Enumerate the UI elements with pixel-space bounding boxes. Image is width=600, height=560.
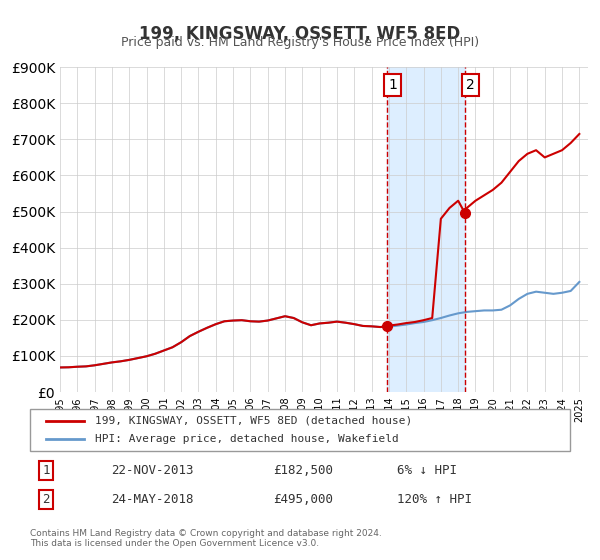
Text: 2: 2	[43, 493, 50, 506]
Text: 199, KINGSWAY, OSSETT, WF5 8ED: 199, KINGSWAY, OSSETT, WF5 8ED	[139, 25, 461, 43]
FancyBboxPatch shape	[30, 409, 570, 451]
Text: 1: 1	[43, 464, 50, 477]
Text: 6% ↓ HPI: 6% ↓ HPI	[397, 464, 457, 477]
Text: 2: 2	[466, 78, 475, 92]
Text: Contains HM Land Registry data © Crown copyright and database right 2024.: Contains HM Land Registry data © Crown c…	[30, 529, 382, 538]
Text: 24-MAY-2018: 24-MAY-2018	[111, 493, 193, 506]
Text: 199, KINGSWAY, OSSETT, WF5 8ED (detached house): 199, KINGSWAY, OSSETT, WF5 8ED (detached…	[95, 416, 412, 426]
Text: £182,500: £182,500	[273, 464, 333, 477]
Text: 1: 1	[388, 78, 397, 92]
Bar	[387, 67, 465, 392]
Text: 22-NOV-2013: 22-NOV-2013	[111, 464, 193, 477]
Text: 120% ↑ HPI: 120% ↑ HPI	[397, 493, 472, 506]
Text: HPI: Average price, detached house, Wakefield: HPI: Average price, detached house, Wake…	[95, 434, 398, 444]
Text: £495,000: £495,000	[273, 493, 333, 506]
Text: This data is licensed under the Open Government Licence v3.0.: This data is licensed under the Open Gov…	[30, 539, 319, 548]
Text: Price paid vs. HM Land Registry's House Price Index (HPI): Price paid vs. HM Land Registry's House …	[121, 36, 479, 49]
